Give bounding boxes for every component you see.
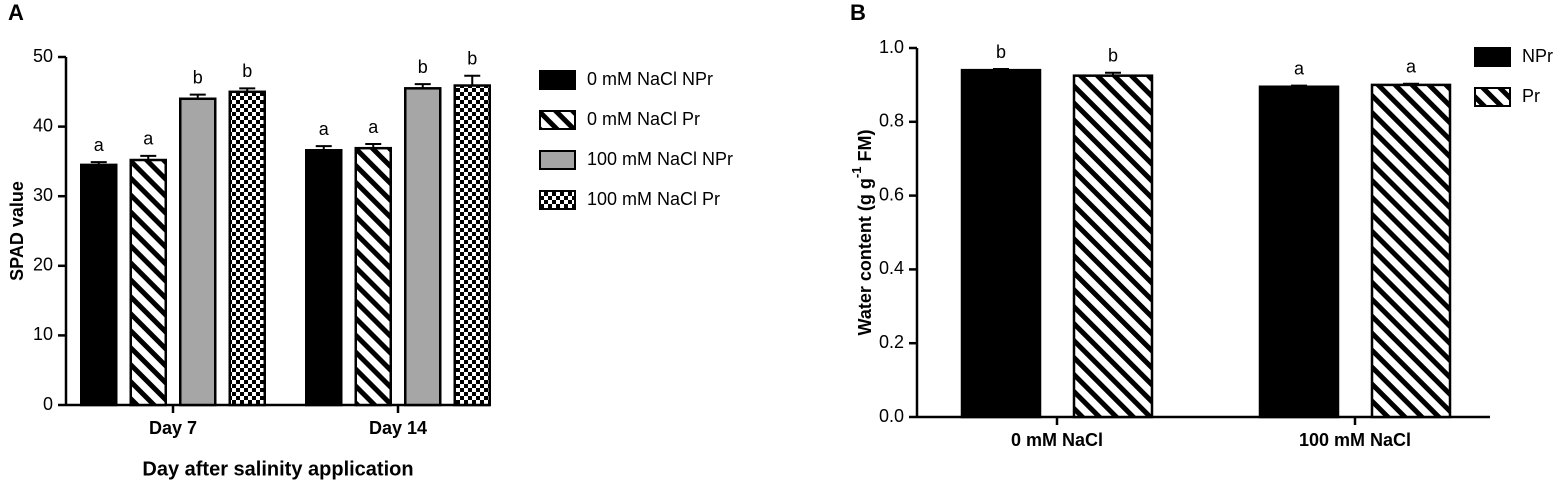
y-axis-title: Water content (g g-1 FM) [849,130,874,336]
legend-swatch [539,190,576,210]
y-tick-label: 50 [33,46,53,66]
error-bar [315,145,332,151]
bar [80,163,118,407]
legend-swatch [539,150,576,170]
significance-letter: b [996,42,1006,62]
error-bar [464,74,481,86]
y-tick-label: 0.0 [879,406,904,426]
y-tick-label: 0.2 [879,332,904,352]
error-bar [1403,82,1419,85]
bar [1258,85,1340,419]
y-tick-label: 0.8 [879,111,904,131]
bar [228,90,266,407]
error-bar [189,93,206,99]
bar [453,84,491,407]
significance-letter: b [1108,45,1118,65]
y-axis-title: SPAD value [7,181,27,281]
x-tick-label: 100 mM NaCl [1299,430,1411,450]
bar [1370,83,1452,419]
significance-letter: a [368,117,379,137]
bar [305,149,343,407]
bar [129,158,167,407]
legend-label: NPr [1522,46,1553,66]
error-bar [140,154,157,161]
y-tick-label: 0 [43,394,53,414]
bar [1072,74,1154,419]
bar [354,146,392,407]
legend-label: 0 mM NaCl NPr [587,69,713,89]
error-bar [239,87,256,92]
bar [179,97,217,407]
y-axis-title-part: -1 [849,167,864,179]
legend-label: Pr [1522,86,1540,106]
error-bar [1105,71,1121,76]
legend-swatch [1474,87,1511,107]
significance-letter: a [1294,58,1305,78]
significance-letter: b [467,49,477,69]
bar [960,68,1042,419]
significance-letter: b [418,57,428,77]
significance-letter: a [319,119,330,139]
y-axis-title-part: Water content (g g [855,178,875,335]
x-axis-title: Day after salinity application [142,458,413,480]
y-tick-label: 20 [33,255,53,275]
x-tick-label: Day 7 [149,418,197,438]
error-bar [414,83,431,89]
panel-label: A [8,0,24,25]
legend-swatch [1474,47,1511,67]
error-bar [365,143,382,149]
legend-label: 100 mM NaCl NPr [587,149,733,169]
legend-label: 0 mM NaCl Pr [587,109,700,129]
bar [404,87,442,407]
y-tick-label: 10 [33,324,53,344]
significance-letter: a [143,129,154,149]
y-tick-label: 0.4 [879,258,904,278]
error-bar [1291,84,1307,87]
error-bar [90,161,107,165]
y-tick-label: 30 [33,185,53,205]
y-tick-label: 0.6 [879,184,904,204]
significance-letter: b [193,67,203,87]
y-axis-title-part: FM) [855,130,875,167]
legend-swatch [539,70,576,90]
legend-label: 100 mM NaCl Pr [587,189,720,209]
legend-swatch [539,110,576,130]
significance-letter: a [1406,57,1417,77]
panel-label: B [850,0,866,25]
error-bar [993,68,1009,71]
significance-letter: b [242,61,252,81]
significance-letter: a [94,135,105,155]
y-tick-label: 1.0 [879,37,904,57]
x-tick-label: Day 14 [369,418,427,438]
x-tick-label: 0 mM NaCl [1011,430,1103,450]
y-tick-label: 40 [33,115,53,135]
